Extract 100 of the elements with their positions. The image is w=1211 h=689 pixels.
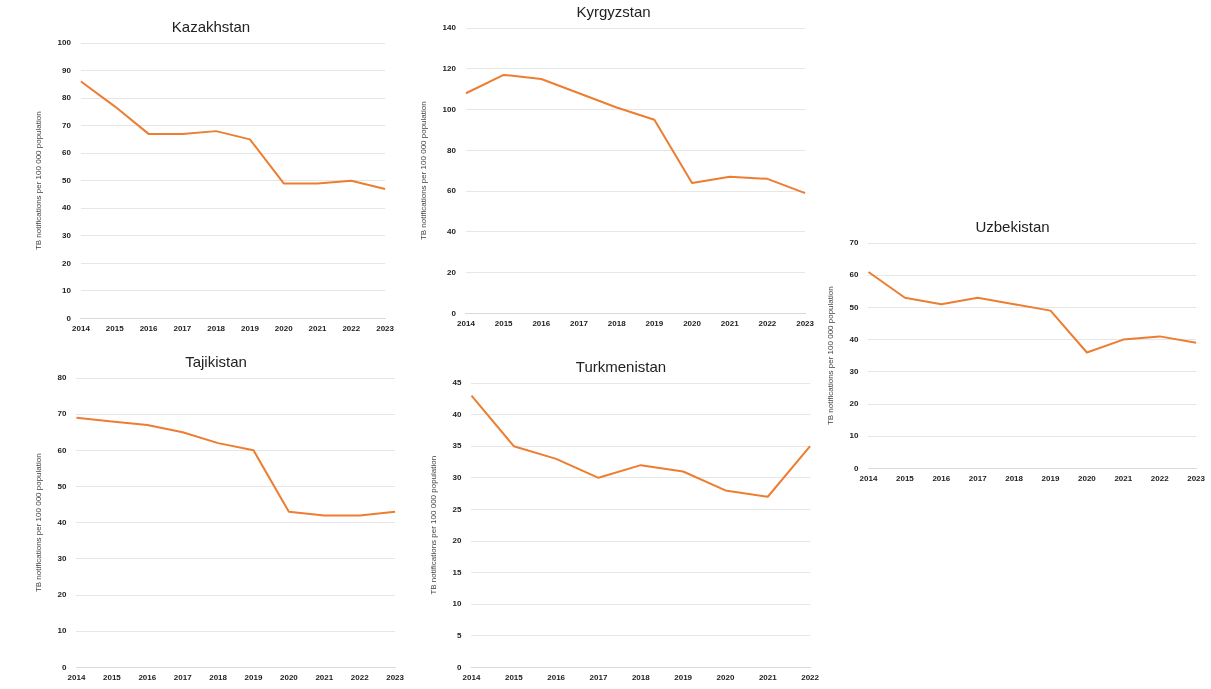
y-tick-label: 10 [452,599,463,609]
x-tick-label: 2019 [674,673,693,683]
x-tick-label: 2021 [720,319,740,329]
y-tick-label: 45 [452,378,463,388]
chart-title: Uzbekistan [975,218,1050,236]
x-tick-label: 2014 [457,319,476,329]
y-tick-label: 30 [57,554,68,564]
x-tick-label: 2021 [315,673,334,683]
y-tick-label: 30 [452,473,463,482]
x-tick-label: 2015 [896,474,915,484]
y-axis-title: TB notifications per 100 000 population [34,111,43,251]
y-tick-label: 0 [62,662,68,672]
x-tick-label: 2015 [103,673,122,683]
x-tick-label: 2022 [801,673,820,683]
y-tick-label: 60 [447,186,457,196]
y-tick-label: 120 [442,63,457,73]
x-tick-label: 2017 [173,324,192,334]
x-tick-label: 2015 [504,673,524,683]
x-tick-label: 2022 [350,673,370,683]
y-axis-title: TB notifications per 100 000 population [34,453,43,593]
x-tick-label: 2014 [72,324,91,334]
y-tick-label: 5 [457,631,463,640]
x-tick-label: 2023 [376,324,395,334]
x-tick-label: 2017 [570,319,589,329]
x-tick-label: 2017 [589,673,608,683]
y-tick-label: 40 [57,517,68,527]
y-tick-label: 20 [452,536,463,546]
x-tick-label: 2019 [241,324,260,334]
y-tick-label: 90 [62,65,72,75]
y-tick-label: 20 [62,258,72,268]
x-tick-label: 2021 [758,673,778,683]
x-tick-label: 2021 [308,324,327,334]
y-tick-label: 30 [62,230,72,240]
x-tick-label: 2020 [683,319,702,329]
chart-title: Turkmenistan [575,358,667,376]
x-tick-label: 2018 [207,324,226,334]
y-tick-label: 25 [452,504,463,514]
y-tick-label: 140 [442,23,457,33]
x-tick-label: 2019 [1041,474,1060,484]
y-tick-label: 50 [62,175,72,185]
chart-title: Kyrgyzstan [576,3,651,21]
y-tick-label: 30 [849,367,860,376]
y-tick-label: 20 [447,267,457,277]
y-tick-label: 10 [849,431,860,441]
x-tick-label: 2022 [758,319,777,329]
x-tick-label: 2022 [342,324,361,334]
x-tick-label: 2018 [631,673,651,683]
y-tick-label: 20 [57,590,68,600]
x-tick-label: 2016 [547,673,566,683]
y-axis-title: TB notifications per 100 000 population [826,286,835,426]
x-tick-label: 2020 [280,673,299,683]
x-tick-label: 2018 [1005,474,1024,484]
x-tick-label: 2023 [1187,474,1206,484]
y-tick-label: 0 [451,308,457,318]
y-tick-label: 70 [849,238,860,248]
x-tick-label: 2022 [1150,474,1170,484]
y-tick-label: 80 [447,145,457,155]
chart-title: Tajikistan [185,353,247,371]
y-tick-label: 80 [62,93,72,103]
y-tick-label: 40 [447,227,457,237]
x-tick-label: 2020 [1078,474,1097,484]
x-tick-label: 2016 [932,474,951,484]
x-tick-label: 2017 [173,673,193,683]
y-tick-label: 50 [57,481,68,491]
y-tick-label: 100 [442,104,457,114]
y-tick-label: 100 [57,38,72,48]
x-tick-label: 2014 [67,673,86,683]
x-tick-label: 2016 [139,324,158,334]
x-tick-label: 2019 [645,319,664,329]
x-tick-label: 2014 [859,474,878,484]
x-tick-label: 2023 [386,673,405,683]
x-tick-label: 2019 [244,673,263,683]
y-axis-title: TB notifications per 100 000 population [419,101,428,241]
y-tick-label: 0 [66,313,72,323]
y-tick-label: 0 [457,662,463,672]
x-tick-label: 2016 [138,673,157,683]
y-tick-label: 50 [849,302,860,312]
y-tick-label: 70 [62,120,72,130]
y-tick-label: 60 [57,445,68,455]
y-tick-label: 35 [452,441,463,451]
y-tick-label: 40 [849,334,860,344]
y-tick-label: 0 [854,463,860,473]
y-tick-label: 60 [62,148,72,158]
x-tick-label: 2023 [796,319,815,329]
x-tick-label: 2021 [1114,474,1133,484]
x-tick-label: 2017 [968,474,988,484]
y-tick-label: 20 [849,399,860,409]
y-tick-label: 40 [452,409,463,419]
y-tick-label: 15 [452,567,463,577]
y-tick-label: 10 [62,286,72,296]
y-tick-label: 80 [57,373,68,383]
x-tick-label: 2016 [532,319,551,329]
x-tick-label: 2020 [716,673,735,683]
y-tick-label: 70 [57,409,68,419]
x-tick-label: 2018 [607,319,627,329]
chart-title: Kazakhstan [171,18,251,36]
y-tick-label: 40 [62,203,72,213]
y-axis-title: TB notifications per 100 000 population [429,455,438,595]
x-tick-label: 2015 [494,319,514,329]
x-tick-label: 2018 [209,673,228,683]
